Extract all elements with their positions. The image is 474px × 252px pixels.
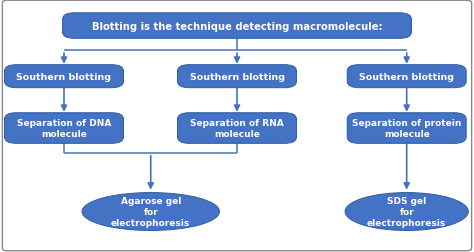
Text: Separation of protein
molecule: Separation of protein molecule (352, 118, 461, 139)
Text: Separation of DNA
molecule: Separation of DNA molecule (17, 118, 111, 139)
FancyBboxPatch shape (5, 66, 123, 88)
FancyBboxPatch shape (347, 66, 466, 88)
Text: Southern blotting: Southern blotting (190, 72, 284, 81)
FancyBboxPatch shape (347, 113, 466, 144)
FancyBboxPatch shape (5, 113, 123, 144)
Text: Southern blotting: Southern blotting (359, 72, 454, 81)
Text: Agarose gel
for
electrophoresis: Agarose gel for electrophoresis (111, 196, 191, 227)
Ellipse shape (82, 193, 219, 231)
Text: SDS gel
for
electrophoresis: SDS gel for electrophoresis (367, 196, 447, 227)
FancyBboxPatch shape (177, 113, 296, 144)
Text: Southern blotting: Southern blotting (17, 72, 111, 81)
Text: Blotting is the technique detecting macromolecule:: Blotting is the technique detecting macr… (91, 21, 383, 32)
Ellipse shape (345, 193, 468, 231)
FancyBboxPatch shape (63, 14, 411, 39)
FancyBboxPatch shape (177, 66, 296, 88)
Text: Separation of RNA
molecule: Separation of RNA molecule (190, 118, 284, 139)
